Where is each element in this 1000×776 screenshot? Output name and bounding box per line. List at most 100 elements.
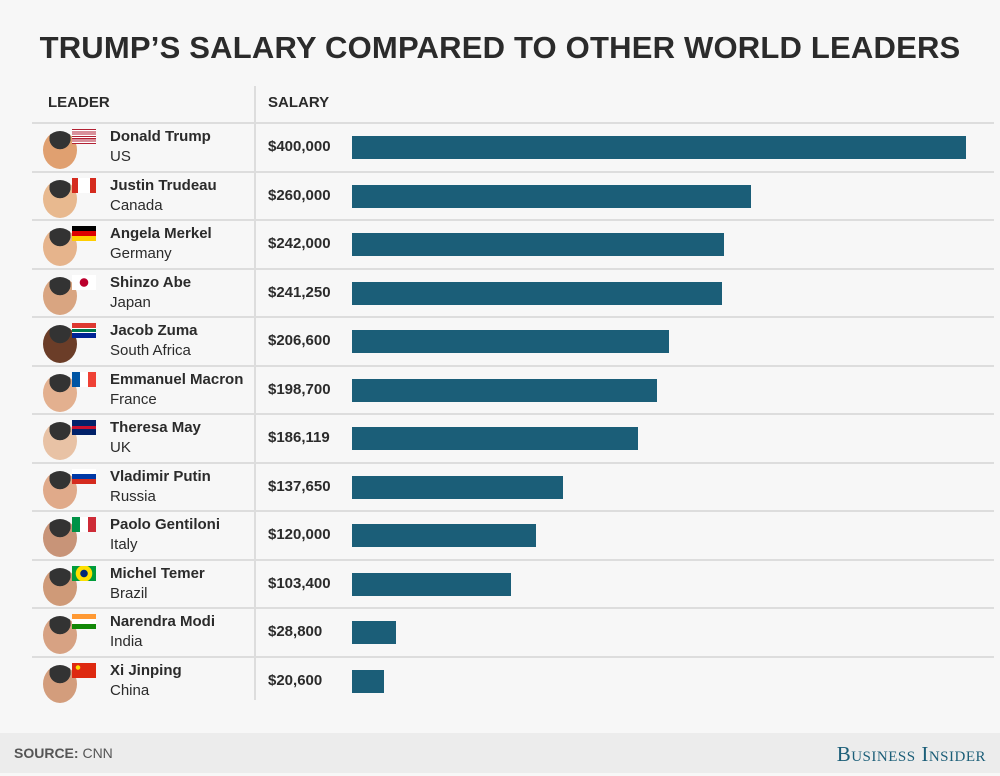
salary-label: $206,600 [268, 332, 331, 349]
flag-ca-icon [72, 177, 96, 193]
leader-portrait [43, 470, 77, 509]
footer: SOURCE: CNN Business Insider [0, 733, 1000, 773]
leader-name: Shinzo Abe [110, 273, 192, 291]
leader-name: Emmanuel Macron [110, 370, 244, 388]
salary-label: $28,800 [268, 623, 323, 640]
salary-bar [352, 136, 966, 159]
flag-jp-icon [72, 274, 96, 290]
salary-label: $186,119 [268, 429, 330, 446]
row-divider [32, 122, 994, 124]
table-row: Emmanuel Macron France $198,700 [0, 366, 1000, 414]
row-divider [32, 558, 994, 561]
salary-label: $137,650 [268, 477, 331, 495]
salary-label: $241,250 [268, 283, 331, 301]
source-note: SOURCE: CNN [14, 745, 113, 761]
salary-label: $103,400 [268, 574, 331, 592]
leader-country: Canada [110, 196, 163, 214]
table-row: Vladimir Putin Russia $137,650 [0, 463, 1000, 511]
table-row: Donald Trump US $400,000 [0, 123, 1000, 171]
flag-ru-icon [72, 468, 96, 484]
row-divider [32, 510, 994, 512]
leader-name: Donald Trump [110, 128, 211, 145]
chart-title: TRUMP’S SALARY COMPARED TO OTHER WORLD L… [39, 30, 961, 65]
salary-label: $242,000 [268, 235, 331, 252]
table-row: Angela Merkel Germany $242,000 [0, 220, 1000, 268]
leader-country: Brazil [110, 584, 148, 602]
leader-portrait [43, 616, 77, 654]
leader-name: Justin Trudeau [110, 176, 217, 194]
leader-portrait [43, 179, 77, 218]
salary-bar [352, 572, 511, 596]
salary-bar [352, 427, 638, 450]
leader-country: Russia [110, 487, 156, 505]
source-label: SOURCE: [14, 745, 79, 761]
salary-label: $20,600 [268, 671, 323, 689]
leader-name: Michel Temer [110, 564, 205, 582]
leader-country: South Africa [110, 342, 191, 359]
leader-portrait [43, 228, 77, 266]
leader-portrait [43, 131, 77, 169]
salary-bar [352, 621, 397, 644]
table-row: Justin Trudeau Canada $260,000 [0, 172, 1000, 220]
leader-name: Narendra Modi [110, 613, 216, 630]
leader-country: Germany [110, 245, 172, 262]
leader-country: Japan [110, 293, 151, 311]
row-divider [32, 170, 994, 173]
leader-column-header: LEADER [48, 94, 110, 111]
salary-label: $120,000 [268, 526, 331, 543]
row-divider [32, 316, 994, 318]
leader-country: UK [110, 439, 131, 456]
leader-portrait [43, 422, 77, 460]
row-divider [32, 267, 994, 270]
leader-name: Xi Jinping [110, 661, 182, 679]
leader-name: Theresa May [110, 419, 201, 436]
salary-label: $260,000 [268, 186, 331, 204]
flag-it-icon [72, 517, 96, 532]
salary-bar [352, 475, 564, 499]
flag-us-icon [72, 129, 96, 144]
flag-in-icon [72, 614, 96, 629]
leader-country: Italy [110, 536, 138, 553]
leader-name: Paolo Gentiloni [110, 516, 221, 533]
salary-label: $400,000 [268, 138, 331, 155]
source-value: CNN [82, 745, 113, 761]
flag-za-icon [72, 323, 96, 338]
flag-br-icon [72, 565, 96, 581]
leader-country: India [110, 633, 143, 650]
salary-bar [352, 281, 723, 305]
salary-bar [352, 330, 670, 353]
leader-portrait [43, 325, 77, 363]
leader-portrait [43, 373, 77, 412]
leader-portrait [43, 519, 77, 557]
leader-country: China [110, 681, 150, 699]
salary-bar [352, 669, 384, 693]
row-divider [32, 607, 994, 609]
table-row: Theresa May UK $186,119 [0, 414, 1000, 462]
table-row: Shinzo Abe Japan $241,250 [0, 269, 1000, 317]
leader-portrait [43, 567, 77, 606]
flag-cn-icon [72, 662, 96, 678]
leader-name: Vladimir Putin [110, 467, 211, 485]
flag-uk-icon [72, 420, 96, 435]
leader-name: Jacob Zuma [110, 322, 198, 339]
leader-name: Angela Merkel [110, 225, 212, 242]
salary-bar [352, 378, 657, 402]
salary-bar [352, 524, 537, 547]
leader-portrait [43, 276, 77, 315]
business-insider-logo: Business Insider [836, 742, 986, 766]
table-row: Michel Temer Brazil $103,400 [0, 560, 1000, 608]
leader-country: US [110, 148, 131, 165]
leader-portrait [43, 664, 77, 703]
row-divider [32, 413, 994, 415]
row-divider [32, 655, 994, 658]
leader-country: France [110, 390, 157, 408]
row-divider [32, 364, 994, 367]
flag-fr-icon [72, 371, 96, 387]
table-row: Paolo Gentiloni Italy $120,000 [0, 511, 1000, 559]
salary-label: $198,700 [268, 380, 331, 398]
row-divider [32, 219, 994, 221]
table-row: Narendra Modi India $28,800 [0, 608, 1000, 656]
salary-bar [352, 233, 724, 256]
salary-column-header: SALARY [268, 94, 330, 111]
